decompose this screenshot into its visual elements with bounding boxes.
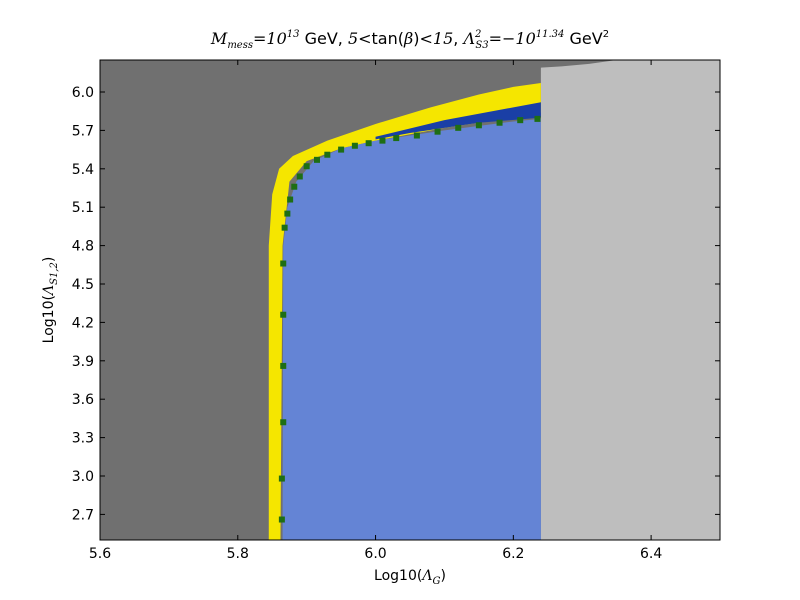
y-tick-label: 5.1 — [72, 200, 94, 216]
boundary-point — [475, 122, 482, 129]
boundary-point — [280, 362, 287, 369]
boundary-point — [338, 146, 345, 153]
boundary-points-layer — [278, 115, 541, 523]
ticks-layer: 5.6 5.8 6.0 6.2 6.4 2.7 3.0 3.3 3.6 3.9 4.2 4.5 4.8 5… — [72, 60, 720, 562]
y-tick-label: 4.2 — [72, 315, 94, 331]
y-tick-label: 4.8 — [72, 239, 94, 255]
boundary-point — [287, 196, 294, 203]
chart-title: Mmess=1013 GeV, 5<tan(β)<15, Λ2 S3=−1011.… — [210, 29, 609, 51]
plot-area: 5.6 5.8 6.0 6.2 6.4 2.7 3.0 3.3 3.6 3.9 4.2 4.5 4.8 5… — [72, 59, 721, 562]
boundary-point — [351, 142, 358, 149]
x-tick-label: 6.0 — [364, 546, 386, 562]
boundary-point — [278, 516, 285, 523]
boundary-point — [365, 140, 372, 147]
boundary-point — [280, 419, 287, 426]
boundary-point — [324, 151, 331, 158]
y-tick-label: 3.0 — [72, 469, 94, 485]
boundary-point — [314, 156, 320, 163]
x-tick-label: 6.4 — [640, 546, 662, 562]
plot-frame — [99, 59, 721, 541]
boundary-point — [280, 260, 287, 267]
boundary-point — [455, 124, 462, 131]
boundary-point — [434, 128, 441, 135]
boundary-point — [413, 132, 420, 139]
region-4 — [282, 118, 541, 540]
y-tick-label: 5.7 — [72, 123, 94, 139]
boundary-point — [280, 311, 287, 318]
y-axis-label: Log10(ΛS1,2) — [41, 257, 60, 344]
x-axis-label: Log10(ΛG) — [374, 568, 446, 587]
regions-layer — [100, 60, 720, 540]
boundary-point — [296, 173, 303, 180]
y-tick-label: 3.6 — [72, 392, 94, 408]
boundary-point — [496, 119, 503, 126]
boundary-point — [281, 224, 288, 231]
x-tick-label: 5.6 — [89, 546, 111, 562]
region-1 — [540, 60, 720, 540]
y-tick-label: 5.4 — [72, 162, 94, 178]
boundary-point — [303, 163, 310, 170]
boundary-point — [278, 475, 285, 482]
boundary-point — [284, 210, 291, 217]
y-tick-label: 4.5 — [72, 277, 94, 293]
boundary-point — [291, 183, 298, 190]
y-tick-label: 3.9 — [72, 354, 94, 370]
x-tick-label: 6.2 — [502, 546, 524, 562]
boundary-point — [393, 135, 400, 142]
region-3 — [375, 102, 541, 140]
y-tick-label: 2.7 — [72, 507, 94, 523]
x-tick-label: 5.8 — [227, 546, 249, 562]
y-tick-label: 6.0 — [72, 85, 94, 101]
boundary-point — [517, 117, 524, 124]
boundary-point — [534, 115, 541, 122]
boundary-point — [379, 137, 386, 144]
y-tick-label: 3.3 — [72, 431, 94, 447]
